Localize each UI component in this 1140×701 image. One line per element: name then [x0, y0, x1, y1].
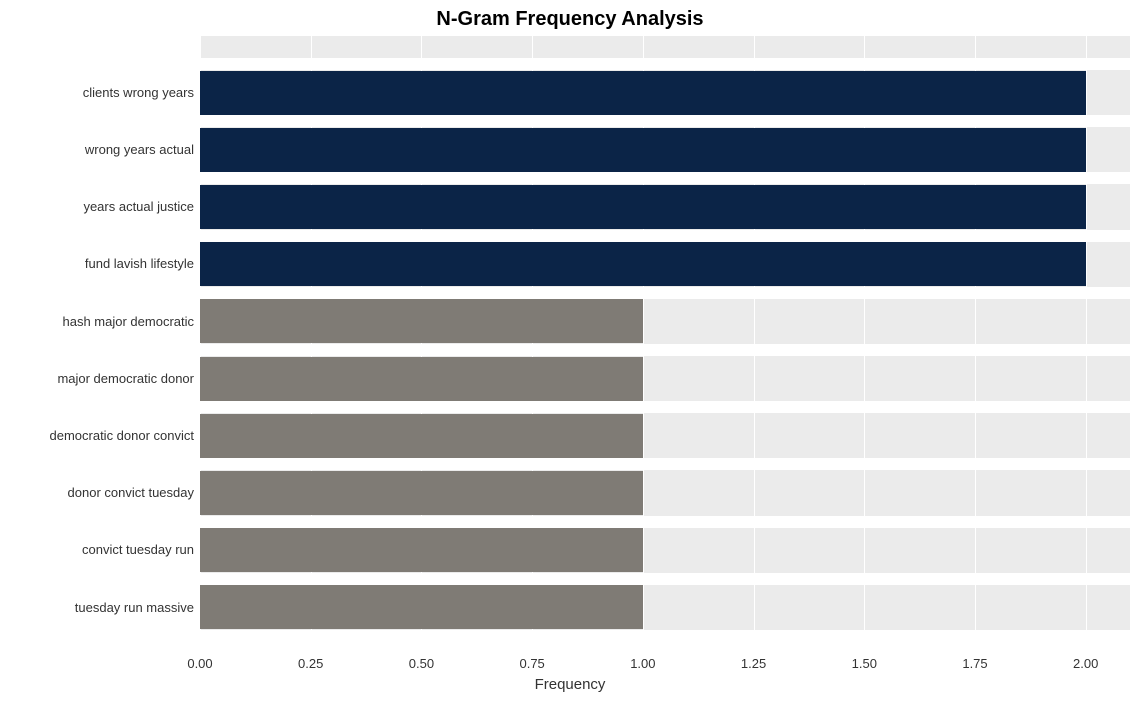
- y-tick-label: donor convict tuesday: [68, 485, 194, 500]
- bar: [200, 528, 643, 572]
- grid-line: [754, 36, 755, 636]
- x-tick-label: 1.75: [962, 656, 987, 671]
- x-tick-label: 2.00: [1073, 656, 1098, 671]
- plot-area: [200, 36, 1130, 636]
- chart-title: N-Gram Frequency Analysis: [0, 8, 1140, 31]
- row-separator: [200, 401, 1130, 413]
- grid-line: [864, 36, 865, 636]
- y-tick-label: major democratic donor: [57, 371, 194, 386]
- y-tick-label: fund lavish lifestyle: [85, 256, 194, 271]
- x-axis-label: Frequency: [0, 676, 1140, 693]
- x-tick-label: 0.00: [187, 656, 212, 671]
- x-tick-label: 0.50: [409, 656, 434, 671]
- x-tick-label: 1.50: [852, 656, 877, 671]
- row-separator: [200, 630, 1130, 636]
- bar: [200, 471, 643, 515]
- row-separator: [200, 230, 1130, 242]
- y-tick-label: wrong years actual: [85, 142, 194, 157]
- y-tick-label: tuesday run massive: [75, 600, 194, 615]
- x-tick-label: 0.25: [298, 656, 323, 671]
- grid-line: [975, 36, 976, 636]
- y-tick-label: democratic donor convict: [49, 428, 194, 443]
- bar: [200, 585, 643, 629]
- grid-line: [643, 36, 644, 636]
- row-separator: [200, 458, 1130, 470]
- y-tick-label: clients wrong years: [83, 85, 194, 100]
- bar: [200, 242, 1086, 286]
- row-separator: [200, 573, 1130, 585]
- x-tick-label: 1.00: [630, 656, 655, 671]
- row-separator: [200, 344, 1130, 356]
- bar: [200, 357, 643, 401]
- grid-line: [1086, 36, 1087, 636]
- row-separator: [200, 115, 1130, 127]
- row-separator: [200, 172, 1130, 184]
- x-tick-label: 1.25: [741, 656, 766, 671]
- row-separator: [200, 516, 1130, 528]
- bar: [200, 128, 1086, 172]
- row-separator: [200, 287, 1130, 299]
- ngram-frequency-chart: N-Gram Frequency Analysis clients wrong …: [0, 0, 1140, 701]
- row-separator: [200, 58, 1130, 70]
- bar: [200, 71, 1086, 115]
- bar: [200, 414, 643, 458]
- bar: [200, 185, 1086, 229]
- y-tick-label: hash major democratic: [63, 314, 195, 329]
- x-tick-label: 0.75: [519, 656, 544, 671]
- bar: [200, 299, 643, 343]
- y-tick-label: convict tuesday run: [82, 542, 194, 557]
- y-tick-label: years actual justice: [83, 199, 194, 214]
